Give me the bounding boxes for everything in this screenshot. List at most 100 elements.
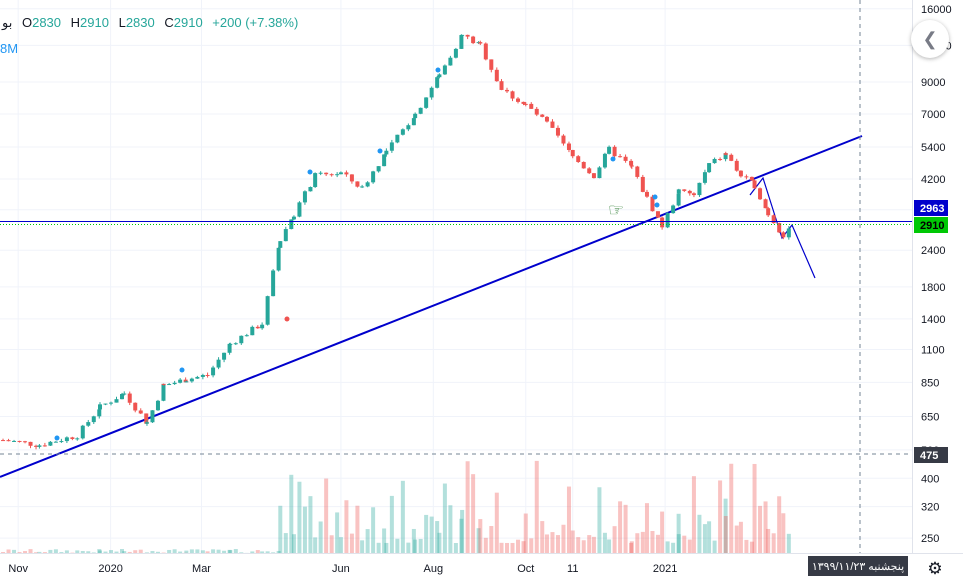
- candle-body: [723, 153, 728, 160]
- volume-bar: [635, 533, 640, 553]
- candle-body: [781, 232, 786, 238]
- candle-body: [12, 440, 17, 442]
- time-tick-label: 2021: [653, 563, 677, 575]
- volume-bar: [629, 541, 634, 553]
- price-label-box: [914, 217, 948, 233]
- price-tick-label: 850: [921, 377, 939, 389]
- candle-body: [70, 437, 75, 439]
- candle-body: [561, 135, 566, 144]
- volume-bar: [276, 550, 281, 553]
- volume-bar: [471, 474, 476, 553]
- candle-body: [529, 103, 534, 109]
- candle-body: [255, 326, 260, 329]
- candle-body: [550, 121, 555, 128]
- candle-body: [660, 217, 665, 228]
- volume-bar: [712, 540, 717, 553]
- candle-body: [222, 352, 227, 360]
- volume-bar: [239, 552, 244, 553]
- candle-body: [91, 416, 96, 423]
- volume-bar: [418, 538, 423, 553]
- time-tick-label: Mar: [192, 563, 211, 575]
- candle-body: [644, 191, 649, 197]
- volume-bar: [523, 513, 528, 553]
- volume-bar: [384, 542, 389, 553]
- candle-body: [178, 379, 183, 383]
- chevron-left-icon: ❮: [922, 28, 938, 49]
- candle-body: [122, 393, 127, 395]
- volume-bar: [211, 549, 216, 553]
- candle-body: [144, 413, 149, 424]
- volume-bar: [460, 509, 465, 553]
- candle-body: [98, 404, 102, 410]
- volume-bar: [167, 549, 172, 553]
- volume-bar: [591, 536, 596, 553]
- volume-bar: [602, 532, 607, 553]
- volume-bar: [723, 516, 728, 553]
- crosshair: [0, 0, 912, 553]
- signal-dot: [54, 435, 60, 441]
- volume-bar: [544, 534, 549, 553]
- volume-bar: [355, 505, 360, 553]
- candle-body: [302, 191, 307, 203]
- trendlines: [0, 135, 863, 478]
- volume-bars: [1, 460, 791, 553]
- candle-body: [265, 296, 270, 325]
- candle-body: [200, 374, 205, 377]
- candle-body: [6, 440, 11, 442]
- time-axis: Nov 2020 Mar Jun Aug Oct 11 2021 پنجشنبه ۱۳۹۹/۱۱…: [0, 553, 963, 585]
- volume-bar: [771, 533, 776, 553]
- candle-body: [382, 154, 387, 167]
- time-tick-label: Jun: [332, 563, 350, 575]
- gear-icon[interactable]: ⚙: [927, 559, 943, 578]
- volume-bar: [766, 528, 771, 553]
- support-trendline: [0, 135, 863, 478]
- candle-body: [413, 113, 418, 119]
- price-tick-label: 7000: [921, 109, 945, 121]
- candle-body: [523, 103, 528, 105]
- candle-body: [566, 143, 571, 150]
- volume-bar: [459, 518, 464, 553]
- volume-bar: [42, 552, 47, 553]
- candle-body: [155, 400, 160, 411]
- volume-bar: [607, 539, 612, 553]
- candle-body: [205, 374, 210, 376]
- volume-bar: [437, 532, 442, 553]
- price-label-box: [914, 200, 948, 216]
- volume-bar: [59, 552, 64, 553]
- volume-bar: [744, 539, 749, 553]
- scroll-left-button[interactable]: ❮: [911, 20, 949, 58]
- volume-bar: [127, 551, 132, 553]
- candle-body: [244, 335, 249, 337]
- price-tick-label: 400: [921, 473, 939, 485]
- volume-bar: [109, 550, 113, 553]
- volume-bar: [682, 535, 687, 553]
- candle-body: [133, 402, 138, 411]
- candle-body: [607, 146, 612, 154]
- volume-bar: [122, 551, 127, 553]
- volume-bar: [640, 531, 645, 553]
- candle-body: [729, 154, 734, 161]
- candle-body: [763, 199, 768, 209]
- candle-body: [429, 87, 434, 98]
- volume-bar: [644, 503, 649, 553]
- volume-bar: [283, 533, 288, 553]
- volume-bar: [98, 550, 102, 553]
- volume-bar: [318, 521, 323, 553]
- candle-body: [371, 171, 376, 183]
- volume-bar: [313, 537, 318, 553]
- candle-body: [707, 163, 712, 173]
- volume-bar: [150, 551, 155, 553]
- pointing-hand-icon: ☞: [608, 200, 624, 220]
- volume-bar: [184, 550, 189, 553]
- candle-body: [471, 36, 476, 44]
- price-label-475: 475: [920, 450, 938, 462]
- volume-bar: [91, 552, 96, 553]
- volume-bar: [1, 552, 6, 553]
- candle-body: [576, 156, 581, 162]
- time-axis-bg: [0, 553, 963, 585]
- candle-body: [655, 211, 660, 218]
- candle-body: [389, 142, 394, 151]
- close-label: C: [164, 15, 174, 30]
- candle-body: [349, 174, 354, 182]
